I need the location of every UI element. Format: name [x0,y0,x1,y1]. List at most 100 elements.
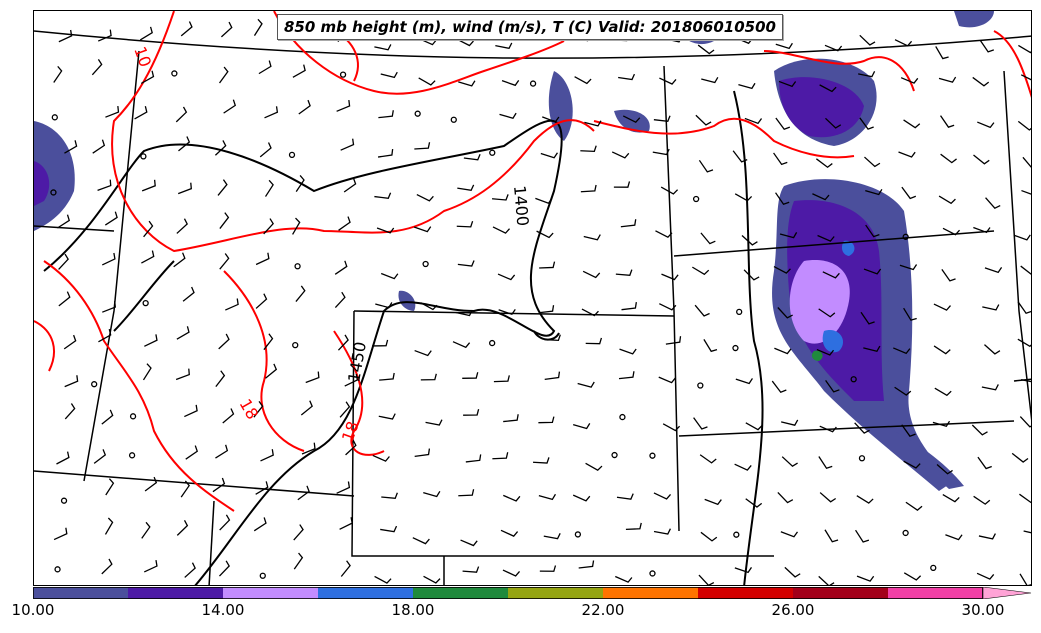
wind-barb [900,77,919,84]
calm-wind-circle [489,339,496,347]
wind-barb [217,179,228,196]
wind-barb [184,562,196,578]
wind-barb [64,140,78,154]
height-contours [43,90,764,585]
wind-barb [977,121,995,129]
wind-barb [775,192,790,205]
colorbar-tick-label: 26.00 [771,601,815,619]
wind-barb [264,179,274,197]
wind-barb [457,184,475,192]
wind-barb [458,489,475,497]
colorbar-bin [698,587,794,599]
wind-barb [218,333,230,350]
calm-wind-circle [288,151,296,158]
wind-barb [263,218,274,235]
wind-barb [775,117,791,131]
wind-barb [376,227,395,234]
wind-barb [380,525,398,533]
wind-barb [503,414,519,423]
wind-barb [458,80,476,87]
wind-barb [544,371,561,381]
calm-wind-circle [171,70,178,77]
wind-barb [141,179,156,192]
wind-barb [64,375,79,388]
wind-barb [298,99,311,115]
calm-wind-circle [128,452,136,459]
wind-barb [462,372,479,379]
wind-barb [1019,493,1031,504]
wind-barb [695,114,712,126]
wind-barb [1023,530,1031,534]
wind-barb [265,363,278,379]
wind-barb [336,99,351,112]
wind-barb [818,456,833,470]
wind-barb [540,152,558,159]
wind-barb [344,373,359,387]
wind-barb [856,495,874,504]
wind-barb [101,252,116,266]
wind-barb [295,175,305,192]
wind-barb [692,266,710,276]
wind-barb [694,304,710,317]
wind-barb [498,308,516,316]
wind-barb [934,387,952,397]
wind-barb [93,449,107,464]
wind-barb [416,193,434,202]
wind-barb [933,345,951,355]
wind-barb [659,303,677,311]
wind-barb [615,575,633,583]
wind-barb [819,425,837,433]
wind-barb [412,537,430,545]
wind-barb [175,106,188,123]
wind-barb [704,498,722,506]
wind-barb [1017,301,1031,315]
wind-barb [414,448,431,457]
wind-barb [377,148,394,158]
wind-barb [660,186,679,195]
wind-barb [374,575,392,584]
wind-barb [977,456,992,470]
wind-barb [819,492,837,503]
wind-barb [263,333,274,351]
calm-wind-circle [736,308,743,316]
wind-barb [340,560,351,577]
calm-wind-circle [51,114,58,121]
wind-barb [139,26,153,41]
wind-barb [173,252,186,268]
wind-barb [819,84,837,93]
wind-barb [859,34,876,46]
wind-barb [903,572,922,581]
wind-barb [859,117,874,130]
wind-barb [1013,234,1031,241]
wind-barb [56,451,70,465]
wind-barb [379,372,395,381]
wind-barb [492,226,511,234]
wind-barb [856,575,875,582]
wind-barb [903,307,917,321]
wind-barb [976,572,995,580]
wind-barb [581,308,599,317]
wind-barb [973,226,991,234]
wind-barb [703,339,718,353]
shade-purple-north [779,77,864,138]
wind-barb [336,481,351,494]
wind-barb [824,529,839,543]
calm-wind-circle [733,531,740,538]
wind-barb [942,494,960,503]
wind-barb [818,308,836,318]
wind-barb [625,522,642,531]
colorbar-tick-label: 22.00 [581,601,625,619]
colorbar-bin [413,587,509,599]
wind-barb [585,462,603,472]
wind-barb [855,529,870,543]
wind-barb [176,520,189,536]
wind-barb [621,302,637,311]
wind-barb [613,181,631,188]
wind-barb [979,39,995,53]
calm-wind-circle [450,116,457,123]
shade-top-right-2 [954,11,994,28]
wind-barb [337,334,349,351]
wind-barb [292,217,301,235]
wind-barb [339,401,351,418]
wind-barb [501,79,520,87]
